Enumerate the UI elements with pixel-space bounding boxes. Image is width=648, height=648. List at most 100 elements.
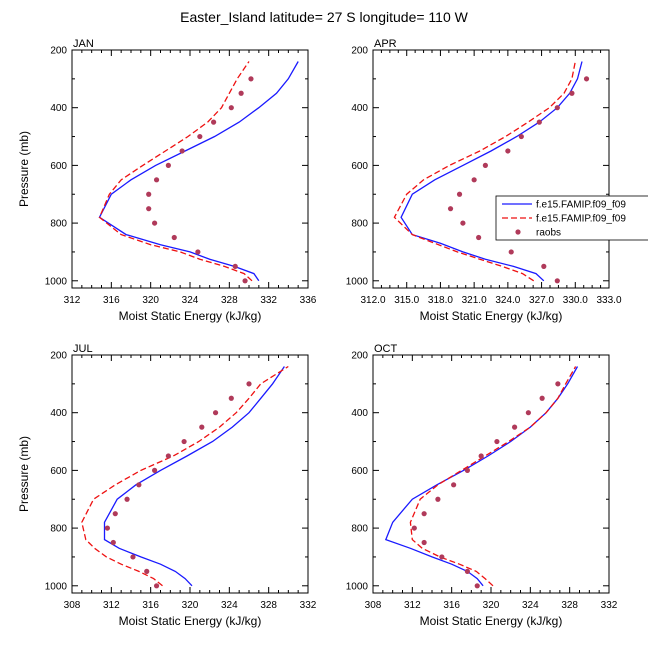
y-tick-label: 200 (50, 351, 67, 362)
plot-frame (372, 354, 610, 594)
x-tick-label: 312 (404, 600, 421, 611)
y-tick-label: 200 (351, 351, 368, 362)
raobs-point (569, 90, 575, 96)
panel-label: OCT (374, 343, 398, 355)
x-tick-label: 328 (221, 295, 238, 306)
raobs-point (232, 263, 238, 269)
raobs-point (554, 105, 560, 111)
legend-label: f.e15.FAMIP.f09_f09 (536, 200, 626, 211)
raobs-point (456, 191, 463, 197)
x-tick-label: 332 (601, 600, 618, 611)
panel-oct: 308 312 316 320 324 328 332 200 400 600 800 1000 OCT… (346, 343, 618, 628)
x-tick-label: 324 (522, 600, 539, 611)
raobs-point (435, 496, 441, 502)
raobs-point (136, 482, 142, 488)
x-tick-label: 328 (561, 600, 578, 611)
raobs-point (464, 467, 470, 473)
x-axis-label: Moist Static Energy (kJ/kg) (420, 309, 563, 323)
raobs-point (211, 119, 217, 125)
y-tick-label: 1000 (346, 581, 369, 592)
y-tick-label: 1000 (45, 276, 68, 287)
raobs-point (518, 133, 524, 140)
panel-jul: 308 312 316 320 324 328 332 200 400 600 800 1000 JUL… (17, 343, 317, 628)
x-tick-label: 315.0 (394, 295, 419, 306)
raobs-point (228, 105, 234, 111)
y-axis-label: Pressure (mb) (17, 436, 31, 512)
raobs-point (494, 438, 500, 445)
raobs-point (152, 220, 158, 226)
model-line-solid (103, 366, 285, 587)
raobs-point (460, 220, 466, 226)
raobs-point (181, 438, 187, 445)
raobs-point (583, 76, 590, 82)
y-tick-label: 800 (50, 524, 67, 535)
x-tick-label: 320 (182, 600, 199, 611)
x-tick-label: 336 (300, 295, 317, 306)
raobs-point (411, 525, 417, 531)
x-tick-label: 320 (142, 295, 159, 306)
panel-apr: 312.0 315.0 318.0 321.0 324.0 327.0 330.0 333.0… (346, 38, 622, 323)
raobs-point (508, 249, 514, 255)
y-axis-label: Pressure (mb) (17, 131, 31, 207)
raobs-point (541, 263, 547, 269)
x-tick-label: 324 (182, 295, 199, 306)
model-line-dashed (98, 61, 253, 282)
panel-label: JAN (73, 38, 94, 50)
y-tick-label: 400 (50, 408, 67, 419)
raobs-point (195, 249, 201, 255)
legend: f.e15.FAMIP.f09_f09 f.e15.FAMIP.f09_f09ra… (495, 195, 648, 241)
model-line-dashed (393, 61, 576, 282)
y-tick-label: 1000 (45, 581, 68, 592)
raobs-point (144, 568, 150, 574)
raobs-point (152, 467, 158, 473)
raobs-point (476, 234, 482, 241)
raobs-point (505, 148, 511, 154)
raobs-point (439, 554, 445, 560)
x-tick-label: 316 (443, 600, 460, 611)
x-tick-label: 308 (365, 600, 382, 611)
x-tick-label: 328 (260, 600, 277, 611)
panel-label: APR (374, 38, 397, 50)
x-tick-label: 316 (142, 600, 159, 611)
model-line-dashed (409, 366, 577, 587)
raobs-point (165, 162, 171, 168)
legend-label: f.e15.FAMIP.f09_f09 (536, 214, 626, 225)
raobs-point (471, 177, 477, 183)
raobs-point (228, 395, 234, 401)
x-tick-label: 312.0 (360, 295, 385, 306)
raobs-point (474, 583, 480, 589)
raobs-point (146, 206, 152, 212)
raobs-point (447, 206, 454, 212)
raobs-point (153, 177, 160, 183)
y-tick-label: 600 (351, 466, 368, 477)
raobs-point (248, 76, 254, 82)
y-tick-label: 1000 (346, 276, 369, 287)
raobs-point (555, 381, 561, 387)
panel-jan: 312 316 320 324 328 332 336 200 400 600 800 1000 JAN… (17, 38, 317, 323)
y-tick-label: 800 (50, 219, 67, 230)
y-tick-label: 400 (351, 103, 368, 114)
raobs-point (112, 511, 118, 517)
raobs-point (199, 424, 205, 430)
raobs-point (110, 539, 116, 546)
x-tick-label: 321.0 (462, 295, 487, 306)
raobs-point (179, 148, 185, 154)
raobs-point (482, 162, 488, 168)
raobs-point (421, 539, 427, 546)
raobs-point (451, 482, 457, 488)
x-tick-label: 312 (103, 600, 120, 611)
page-title: Easter_Island latitude= 27 S longitude= … (180, 9, 468, 25)
raobs-point (539, 395, 545, 401)
raobs-point (130, 554, 136, 560)
raobs-point (536, 119, 542, 125)
x-tick-label: 324.0 (495, 295, 520, 306)
x-tick-label: 316 (103, 295, 120, 306)
raobs-point (104, 525, 110, 531)
plot-frame (71, 354, 309, 594)
y-tick-label: 400 (351, 408, 368, 419)
model-line-solid (384, 366, 579, 587)
model-line-solid (400, 61, 583, 282)
raobs-point (153, 583, 160, 589)
raobs-point (124, 496, 130, 502)
